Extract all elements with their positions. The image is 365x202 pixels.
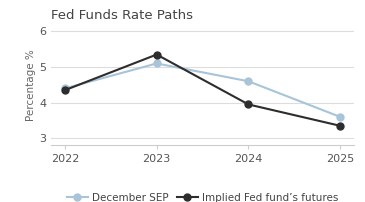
December SEP xyxy=(63,87,67,90)
Legend: December SEP, Implied Fed fund’s futures: December SEP, Implied Fed fund’s futures xyxy=(63,188,342,202)
December SEP xyxy=(338,116,342,118)
December SEP xyxy=(154,62,159,65)
Y-axis label: Percentage %: Percentage % xyxy=(26,49,36,121)
Implied Fed fund’s futures xyxy=(338,125,342,127)
Line: December SEP: December SEP xyxy=(61,60,344,120)
Implied Fed fund’s futures xyxy=(154,53,159,56)
December SEP xyxy=(246,80,251,82)
Text: Fed Funds Rate Paths: Fed Funds Rate Paths xyxy=(51,9,193,22)
Implied Fed fund’s futures xyxy=(246,103,251,106)
Implied Fed fund’s futures xyxy=(63,89,67,91)
Line: Implied Fed fund’s futures: Implied Fed fund’s futures xyxy=(61,51,344,129)
